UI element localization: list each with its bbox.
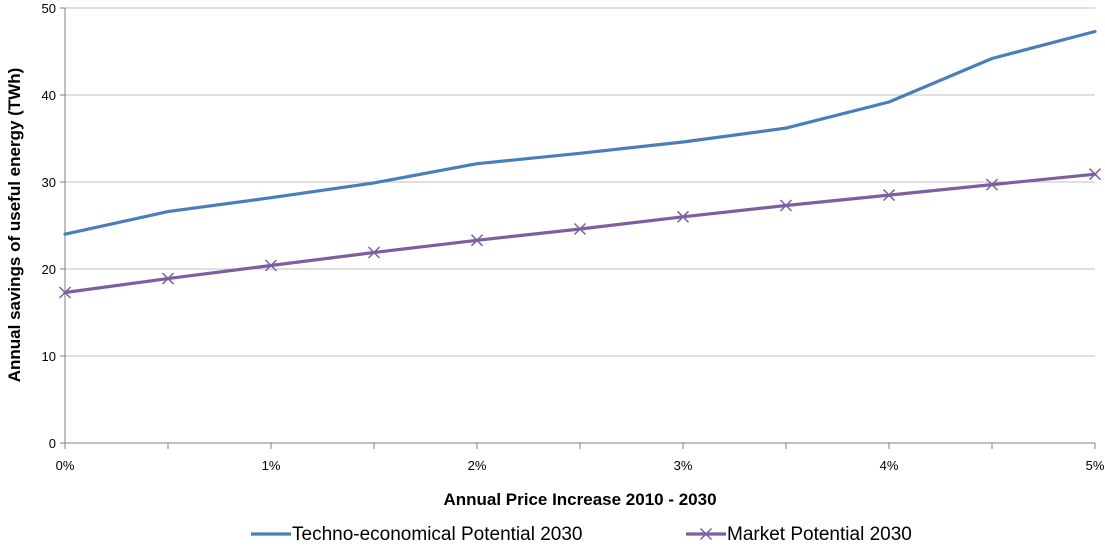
x-tick-label: 5%: [1086, 458, 1105, 473]
y-tick-label: 30: [42, 175, 56, 190]
x-tick-label: 4%: [880, 458, 899, 473]
gridlines: [65, 7, 1095, 357]
series-lines: [58, 29, 1102, 299]
legend-item: Techno-economical Potential 2030: [251, 524, 582, 545]
x-marker-stroke: [882, 189, 896, 202]
y-tick-label: 50: [42, 1, 56, 16]
data-point-marker: [573, 222, 587, 236]
y-tick-label: 40: [42, 88, 56, 103]
series-line: [63, 29, 1097, 236]
x-marker-stroke: [58, 286, 72, 299]
data-point-marker: [882, 189, 896, 202]
y-tick-label: 10: [42, 349, 56, 364]
data-point-marker: [1088, 168, 1102, 181]
axes: [60, 7, 1096, 449]
x-marker-stroke: [699, 527, 713, 541]
x-marker-stroke: [676, 210, 690, 223]
x-marker-stroke: [573, 222, 587, 236]
x-marker-stroke: [779, 199, 793, 212]
data-point-marker: [470, 234, 484, 247]
y-tick-label: 0: [49, 436, 56, 451]
x-tick-label: 0%: [56, 458, 75, 473]
data-point-marker: [676, 210, 690, 223]
x-marker-stroke: [1088, 168, 1102, 181]
legend-label: Market Potential 2030: [727, 524, 912, 545]
legend-item: Market Potential 2030: [686, 524, 912, 545]
data-point-marker: [161, 272, 175, 285]
series-0: [63, 29, 1097, 236]
data-point-marker: [779, 199, 793, 212]
legend-label: Techno-economical Potential 2030: [292, 524, 582, 545]
x-marker-stroke: [264, 259, 278, 272]
x-tick-label: 3%: [674, 458, 693, 473]
x-tick-label: 1%: [262, 458, 281, 473]
y-axis-title: Annual savings of useful energy (TWh): [5, 68, 24, 383]
data-point-marker: [985, 178, 999, 191]
x-tick-label: 2%: [468, 458, 487, 473]
data-point-marker: [264, 259, 278, 272]
series-1: [58, 168, 1102, 299]
x-marker-stroke: [985, 178, 999, 191]
legend-marker: [699, 527, 713, 541]
legend: Techno-economical Potential 2030 Market P…: [251, 524, 912, 545]
x-marker-stroke: [161, 272, 175, 285]
x-axis-title: Annual Price Increase 2010 - 2030: [443, 490, 716, 509]
series-line: [63, 172, 1097, 295]
data-point-marker: [367, 246, 381, 259]
tick-labels: 0 10 20 30 40 50 0% 1% 2% 3% 4% 5%: [42, 1, 1105, 473]
data-point-marker: [58, 286, 72, 299]
x-marker-stroke: [470, 234, 484, 247]
x-marker-stroke: [367, 246, 381, 259]
y-tick-label: 20: [42, 262, 56, 277]
